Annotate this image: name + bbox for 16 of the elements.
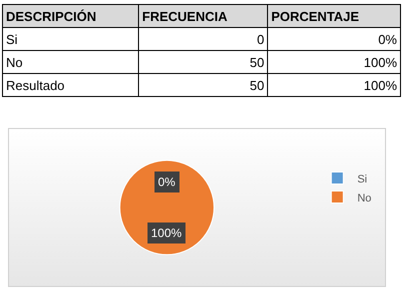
text: No xyxy=(6,54,23,70)
text: 50 xyxy=(250,54,264,70)
data-label: 100% xyxy=(151,226,182,240)
text: 0% xyxy=(378,32,397,46)
legend-label: Si xyxy=(357,173,368,186)
text: 50 xyxy=(250,78,264,92)
text: Resultado xyxy=(6,78,65,92)
text: Si xyxy=(6,32,18,46)
category-label: PORCENTAJE xyxy=(268,4,400,28)
category-label: DESCRIPCIÓN xyxy=(2,4,139,28)
text: 0 xyxy=(256,32,264,46)
legend-label: No xyxy=(357,192,372,204)
text: 100% xyxy=(364,78,397,92)
text: 100% xyxy=(364,54,397,70)
text: 0% xyxy=(158,175,176,189)
category-label: FRECUENCIA xyxy=(138,4,268,28)
